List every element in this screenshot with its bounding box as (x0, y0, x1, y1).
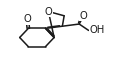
Text: O: O (45, 7, 52, 16)
Text: O: O (23, 14, 31, 24)
Text: OH: OH (89, 25, 105, 35)
Text: O: O (80, 11, 87, 21)
